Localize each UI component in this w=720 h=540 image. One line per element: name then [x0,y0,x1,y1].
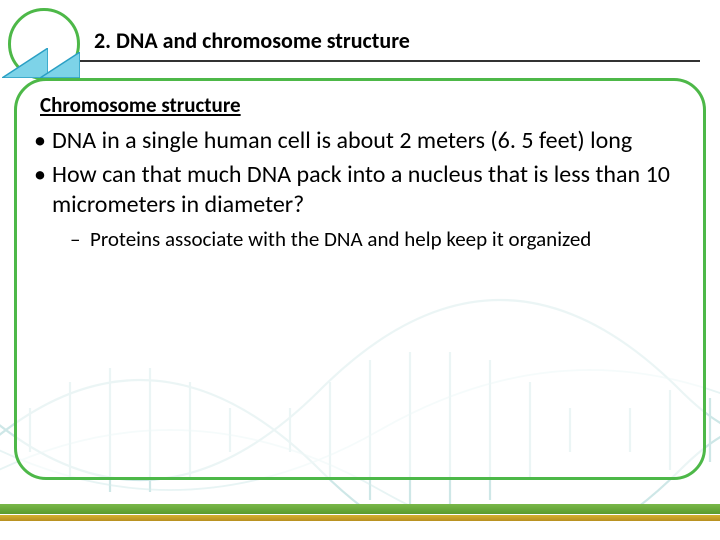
footer-band [0,504,720,522]
title-underline [26,60,700,62]
bullet-text: How can that much DNA pack into a nucleu… [52,160,670,219]
subtitle: Chromosome structure [40,92,690,118]
slide: 2. DNA and chromosome structure Chromoso… [0,0,720,540]
footer-gold-stripe [0,515,720,521]
sub-bullet-item: Proteins associate with the DNA and help… [64,226,690,252]
content-area: Chromosome structure DNA in a single hum… [30,92,690,256]
bullet-item: How can that much DNA pack into a nucleu… [30,160,690,252]
bullet-item: DNA in a single human cell is about 2 me… [30,126,690,156]
bullet-list: DNA in a single human cell is about 2 me… [30,126,690,252]
slide-title: 2. DNA and chromosome structure [94,27,410,54]
title-bar: 2. DNA and chromosome structure [50,20,700,60]
sub-bullet-list: Proteins associate with the DNA and help… [52,226,690,252]
footer-green-stripe [0,504,720,514]
corner-triangle-2 [40,52,80,78]
